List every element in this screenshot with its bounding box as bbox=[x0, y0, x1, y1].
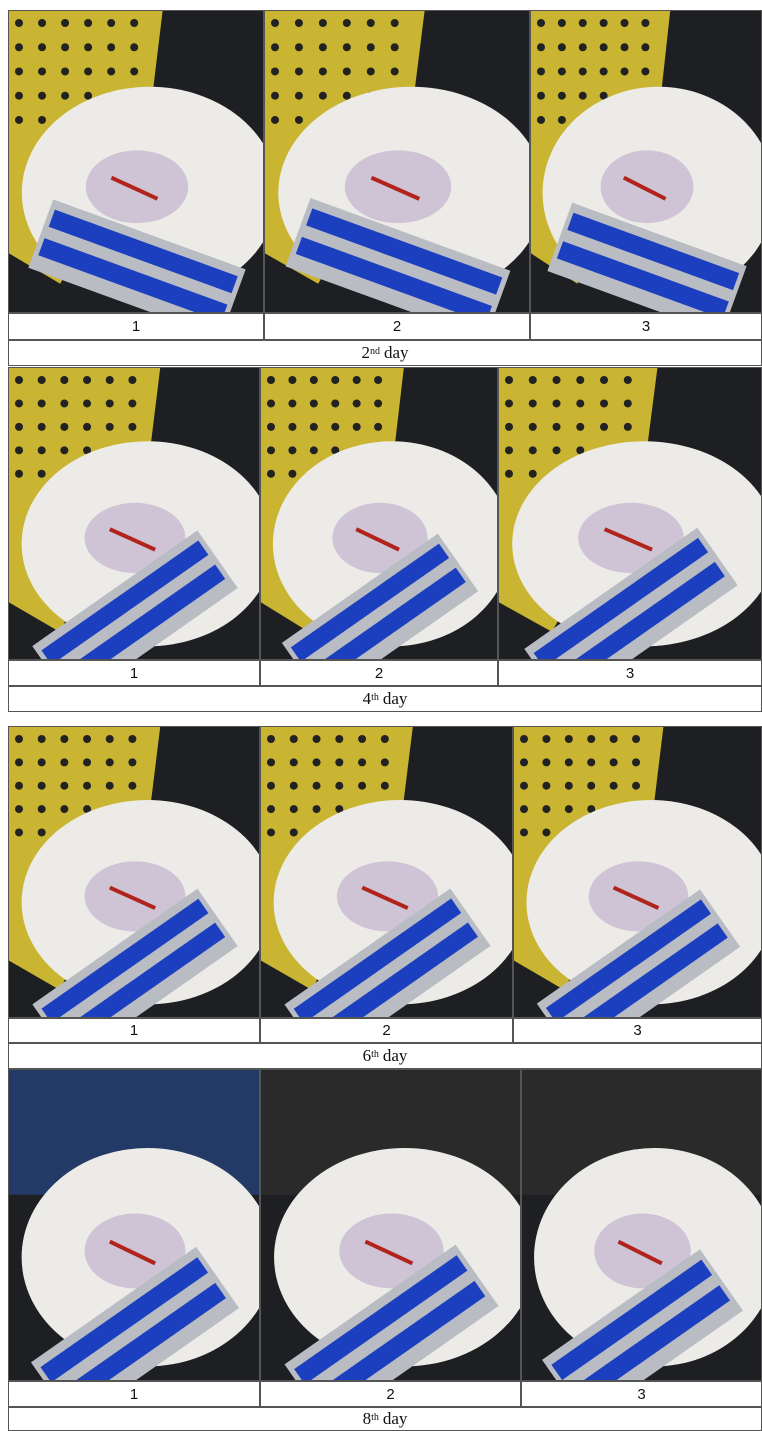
column-label: 1 bbox=[8, 1018, 260, 1043]
photo bbox=[9, 727, 259, 1017]
day-word: day bbox=[382, 1409, 408, 1428]
photo-cell bbox=[8, 726, 260, 1018]
column-label: 3 bbox=[498, 660, 762, 686]
photo-cell bbox=[264, 10, 530, 313]
photo-cell bbox=[8, 367, 260, 660]
day-suffix: th bbox=[371, 1048, 379, 1060]
photo bbox=[9, 368, 259, 659]
photo bbox=[9, 1070, 259, 1380]
day-word: day bbox=[382, 1046, 408, 1065]
day-suffix: th bbox=[371, 691, 379, 703]
photo-cell bbox=[260, 726, 513, 1018]
day-number: 2 bbox=[361, 343, 370, 362]
day-suffix: nd bbox=[369, 345, 380, 357]
photo-cell bbox=[513, 726, 762, 1018]
photo-cell bbox=[260, 1069, 521, 1381]
photo bbox=[9, 11, 263, 312]
column-label: 1 bbox=[8, 1381, 260, 1407]
day-word: day bbox=[382, 689, 408, 708]
photo-cell bbox=[8, 10, 264, 313]
photo-cell bbox=[521, 1069, 762, 1381]
column-label: 3 bbox=[513, 1018, 762, 1043]
column-label: 2 bbox=[260, 1018, 513, 1043]
column-label: 1 bbox=[8, 313, 264, 340]
photo-cell bbox=[260, 367, 498, 660]
photo bbox=[531, 11, 761, 312]
photo-cell bbox=[498, 367, 762, 660]
column-label: 1 bbox=[8, 660, 260, 686]
photo bbox=[522, 1070, 761, 1380]
column-label: 2 bbox=[260, 1381, 521, 1407]
photo bbox=[514, 727, 761, 1017]
column-label: 3 bbox=[530, 313, 762, 340]
photo bbox=[499, 368, 761, 659]
photo-cell bbox=[8, 1069, 260, 1381]
photo-cell bbox=[530, 10, 762, 313]
photo bbox=[261, 727, 512, 1017]
day-suffix: th bbox=[371, 1411, 379, 1423]
photo bbox=[261, 1070, 520, 1380]
column-label: 2 bbox=[264, 313, 530, 340]
photo bbox=[265, 11, 529, 312]
day-word: day bbox=[383, 343, 409, 362]
column-label: 3 bbox=[521, 1381, 762, 1407]
column-label: 2 bbox=[260, 660, 498, 686]
day-number: 6 bbox=[362, 1046, 372, 1065]
day-number: 4 bbox=[362, 689, 372, 708]
day-number: 8 bbox=[362, 1409, 372, 1428]
photo bbox=[261, 368, 497, 659]
